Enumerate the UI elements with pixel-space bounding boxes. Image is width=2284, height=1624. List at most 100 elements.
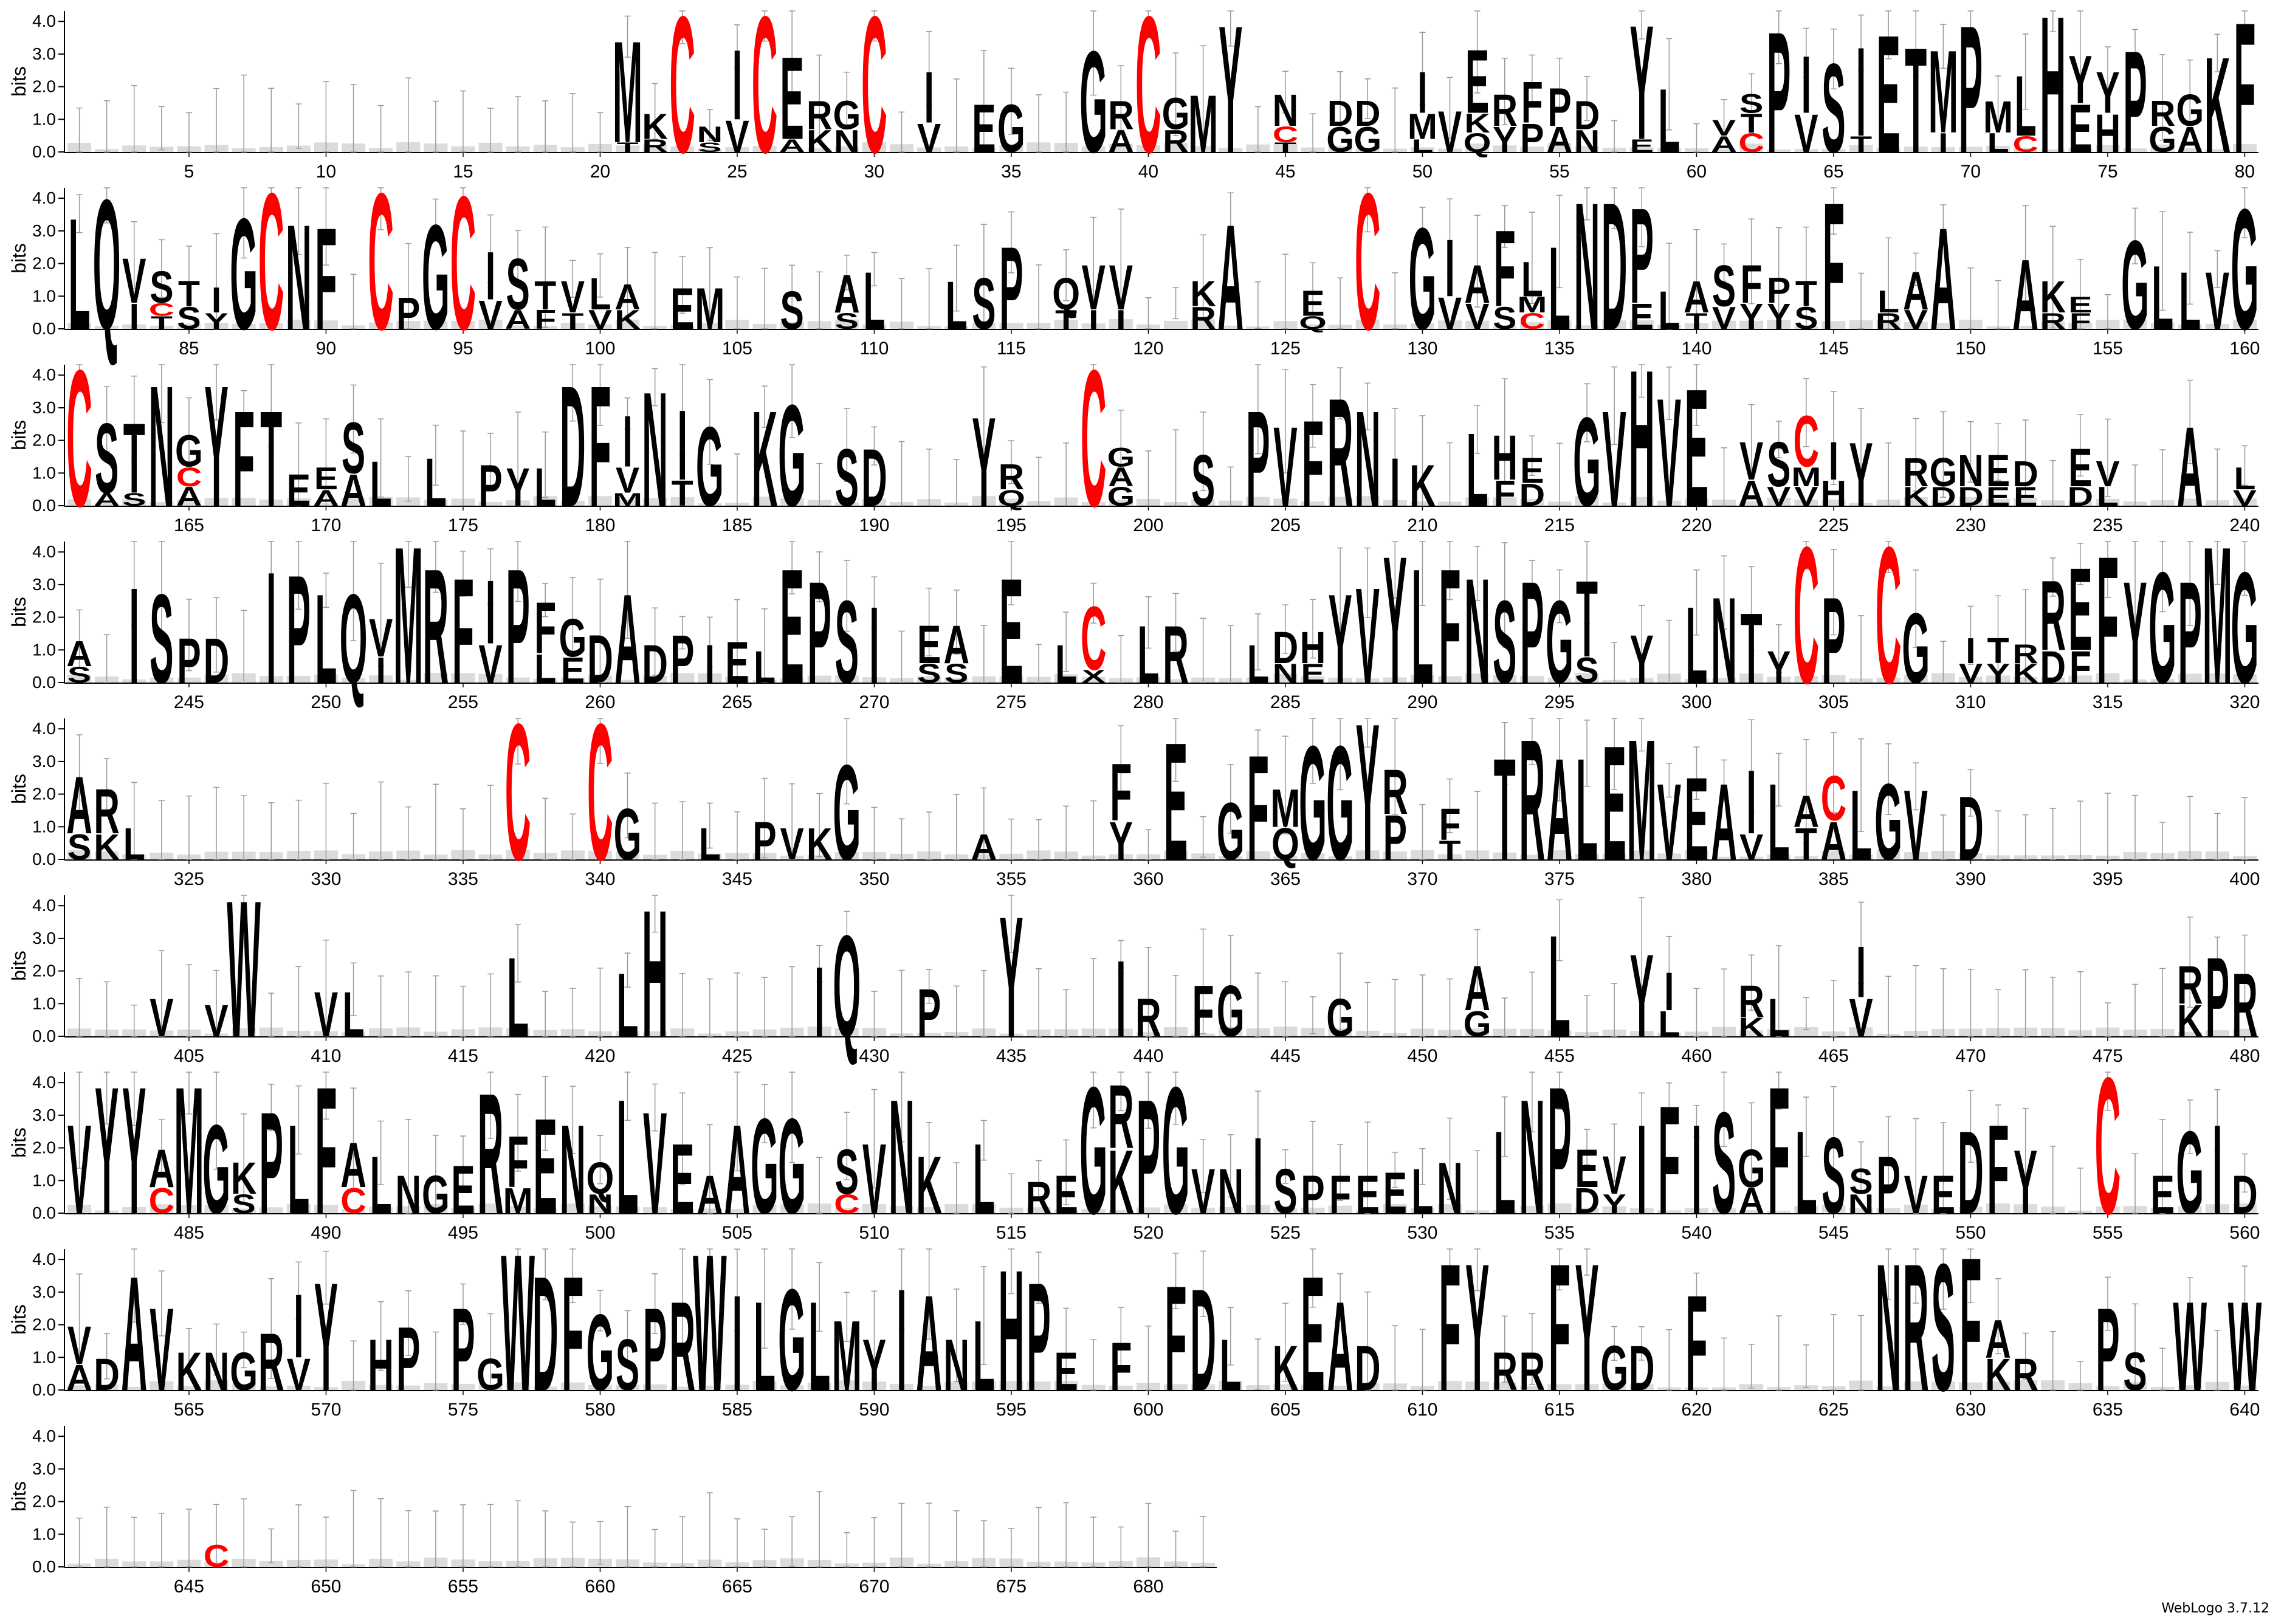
logo-letter: E — [1054, 1165, 1078, 1225]
logo-letter: E — [1685, 354, 1708, 542]
x-tick-label: 675 — [996, 1577, 1027, 1597]
y-tick-label: 2.0 — [32, 77, 56, 96]
logo-letter: G — [2231, 174, 2259, 366]
logo-letter: S — [1821, 37, 1845, 179]
logo-letter: D — [1190, 1259, 1216, 1420]
low-info-letters — [999, 145, 1023, 152]
logo-letter: A — [1985, 1309, 2011, 1369]
y-tick-label: 2.0 — [32, 1315, 56, 1334]
logo-letter: Y — [1767, 642, 1790, 692]
low-info-letters — [560, 323, 585, 329]
logo-letter: E — [451, 1152, 475, 1228]
logo-letter: F — [534, 588, 556, 669]
logo-letter: A — [2177, 119, 2203, 160]
low-info-letters — [1767, 320, 1791, 329]
logo-letter: K — [642, 106, 668, 146]
logo-letter: E — [2151, 1165, 2175, 1225]
low-info-letters — [342, 678, 366, 683]
y-tick-label: 3.0 — [32, 1106, 56, 1124]
low-info-letters — [533, 496, 557, 506]
low-info-letters — [1164, 142, 1188, 152]
logo-letter: M — [1270, 778, 1300, 839]
logo-letter: V — [67, 1315, 91, 1376]
logo-letter: R — [1903, 450, 1929, 495]
low-info-letters — [1931, 500, 1955, 506]
logo-letter: A — [943, 614, 969, 675]
logo-letter: Y — [1849, 424, 1873, 526]
y-axis-label: bits — [8, 1127, 30, 1158]
logo-letter: I — [732, 30, 742, 142]
x-tick-label: 230 — [1955, 515, 1986, 535]
logo-letter: A — [121, 1243, 147, 1425]
logo-letter: E — [1575, 1138, 1598, 1199]
logo-letter: P — [1630, 180, 1654, 332]
low-info-letters — [807, 148, 831, 152]
low-info-letters — [670, 497, 695, 506]
low-info-letters — [1438, 320, 1462, 329]
logo-letter: A — [779, 136, 805, 156]
logo-letter: S — [177, 300, 201, 335]
y-tick-label: 2.0 — [32, 431, 56, 450]
logo-letter: L — [1549, 222, 1570, 354]
x-tick-label: 70 — [1961, 162, 1981, 182]
logo-letter: T — [151, 312, 173, 332]
logo-letter: S — [150, 262, 173, 312]
logo-letter: A — [1108, 462, 1134, 492]
logo-letter: G — [1409, 198, 1437, 359]
logo-letter: P — [2206, 935, 2229, 1061]
y-tick-label: 3.0 — [32, 1282, 56, 1301]
low-info-letters — [1328, 677, 1352, 683]
logo-letter: E — [2014, 482, 2037, 512]
logo-letter: F — [1329, 1165, 1351, 1225]
logo-letter: I — [129, 296, 139, 337]
logo-letter: A — [66, 759, 92, 850]
x-tick-label: 235 — [2093, 515, 2123, 535]
low-info-letters — [2014, 498, 2038, 506]
x-tick-label: 185 — [722, 515, 752, 535]
logo-letter: V — [2096, 453, 2120, 494]
logo-letter: F — [2097, 518, 2119, 721]
low-info-letters — [1602, 320, 1626, 329]
logo-letter: R — [1327, 366, 1354, 539]
logo-letter: N — [697, 122, 723, 148]
x-tick-label: 25 — [727, 162, 747, 182]
y-tick-label: 0.0 — [32, 496, 56, 515]
low-info-letters — [1301, 676, 1325, 683]
logo-letter: F — [1768, 1048, 1790, 1251]
logo-letter: Y — [2068, 41, 2092, 117]
logo-letter: V — [1082, 252, 1106, 323]
logo-letter: K — [1409, 452, 1436, 518]
logo-letter: L — [1137, 608, 1159, 700]
low-info-letters — [1657, 500, 1681, 506]
low-info-letters — [1657, 148, 1681, 152]
logo-letter: D — [532, 1243, 559, 1425]
x-tick-label: 350 — [859, 869, 889, 889]
logo-letter: M — [695, 275, 724, 342]
x-tick-label: 85 — [179, 339, 199, 359]
logo-letter: P — [1301, 1165, 1324, 1225]
low-info-letters — [560, 500, 585, 506]
logo-letter: R — [1519, 704, 1546, 896]
low-info-letters — [1054, 674, 1078, 683]
low-info-letters — [2014, 326, 2038, 329]
logo-letter: L — [1521, 252, 1543, 308]
logo-letter: T — [1055, 305, 1077, 335]
logo-letter: D — [1574, 93, 1600, 138]
logo-letter: K — [2040, 272, 2066, 323]
logo-letter: F — [534, 305, 556, 335]
logo-letter: V — [1904, 769, 1928, 881]
low-info-letters — [1931, 323, 1955, 329]
logo-letter: P — [1547, 1048, 1571, 1251]
y-tick-label: 2.0 — [32, 1492, 56, 1511]
logo-letter: I — [2212, 1098, 2222, 1240]
logo-letter: R — [1163, 123, 1189, 159]
logo-letter: C — [1135, 0, 1161, 193]
low-info-letters — [1520, 146, 1544, 152]
logo-letter: L — [1494, 1107, 1516, 1239]
logo-letter: Y — [314, 1251, 338, 1423]
logo-letter: V — [1356, 560, 1380, 712]
logo-letter: E — [1931, 1165, 1955, 1225]
logo-letter: R — [2012, 639, 2038, 669]
